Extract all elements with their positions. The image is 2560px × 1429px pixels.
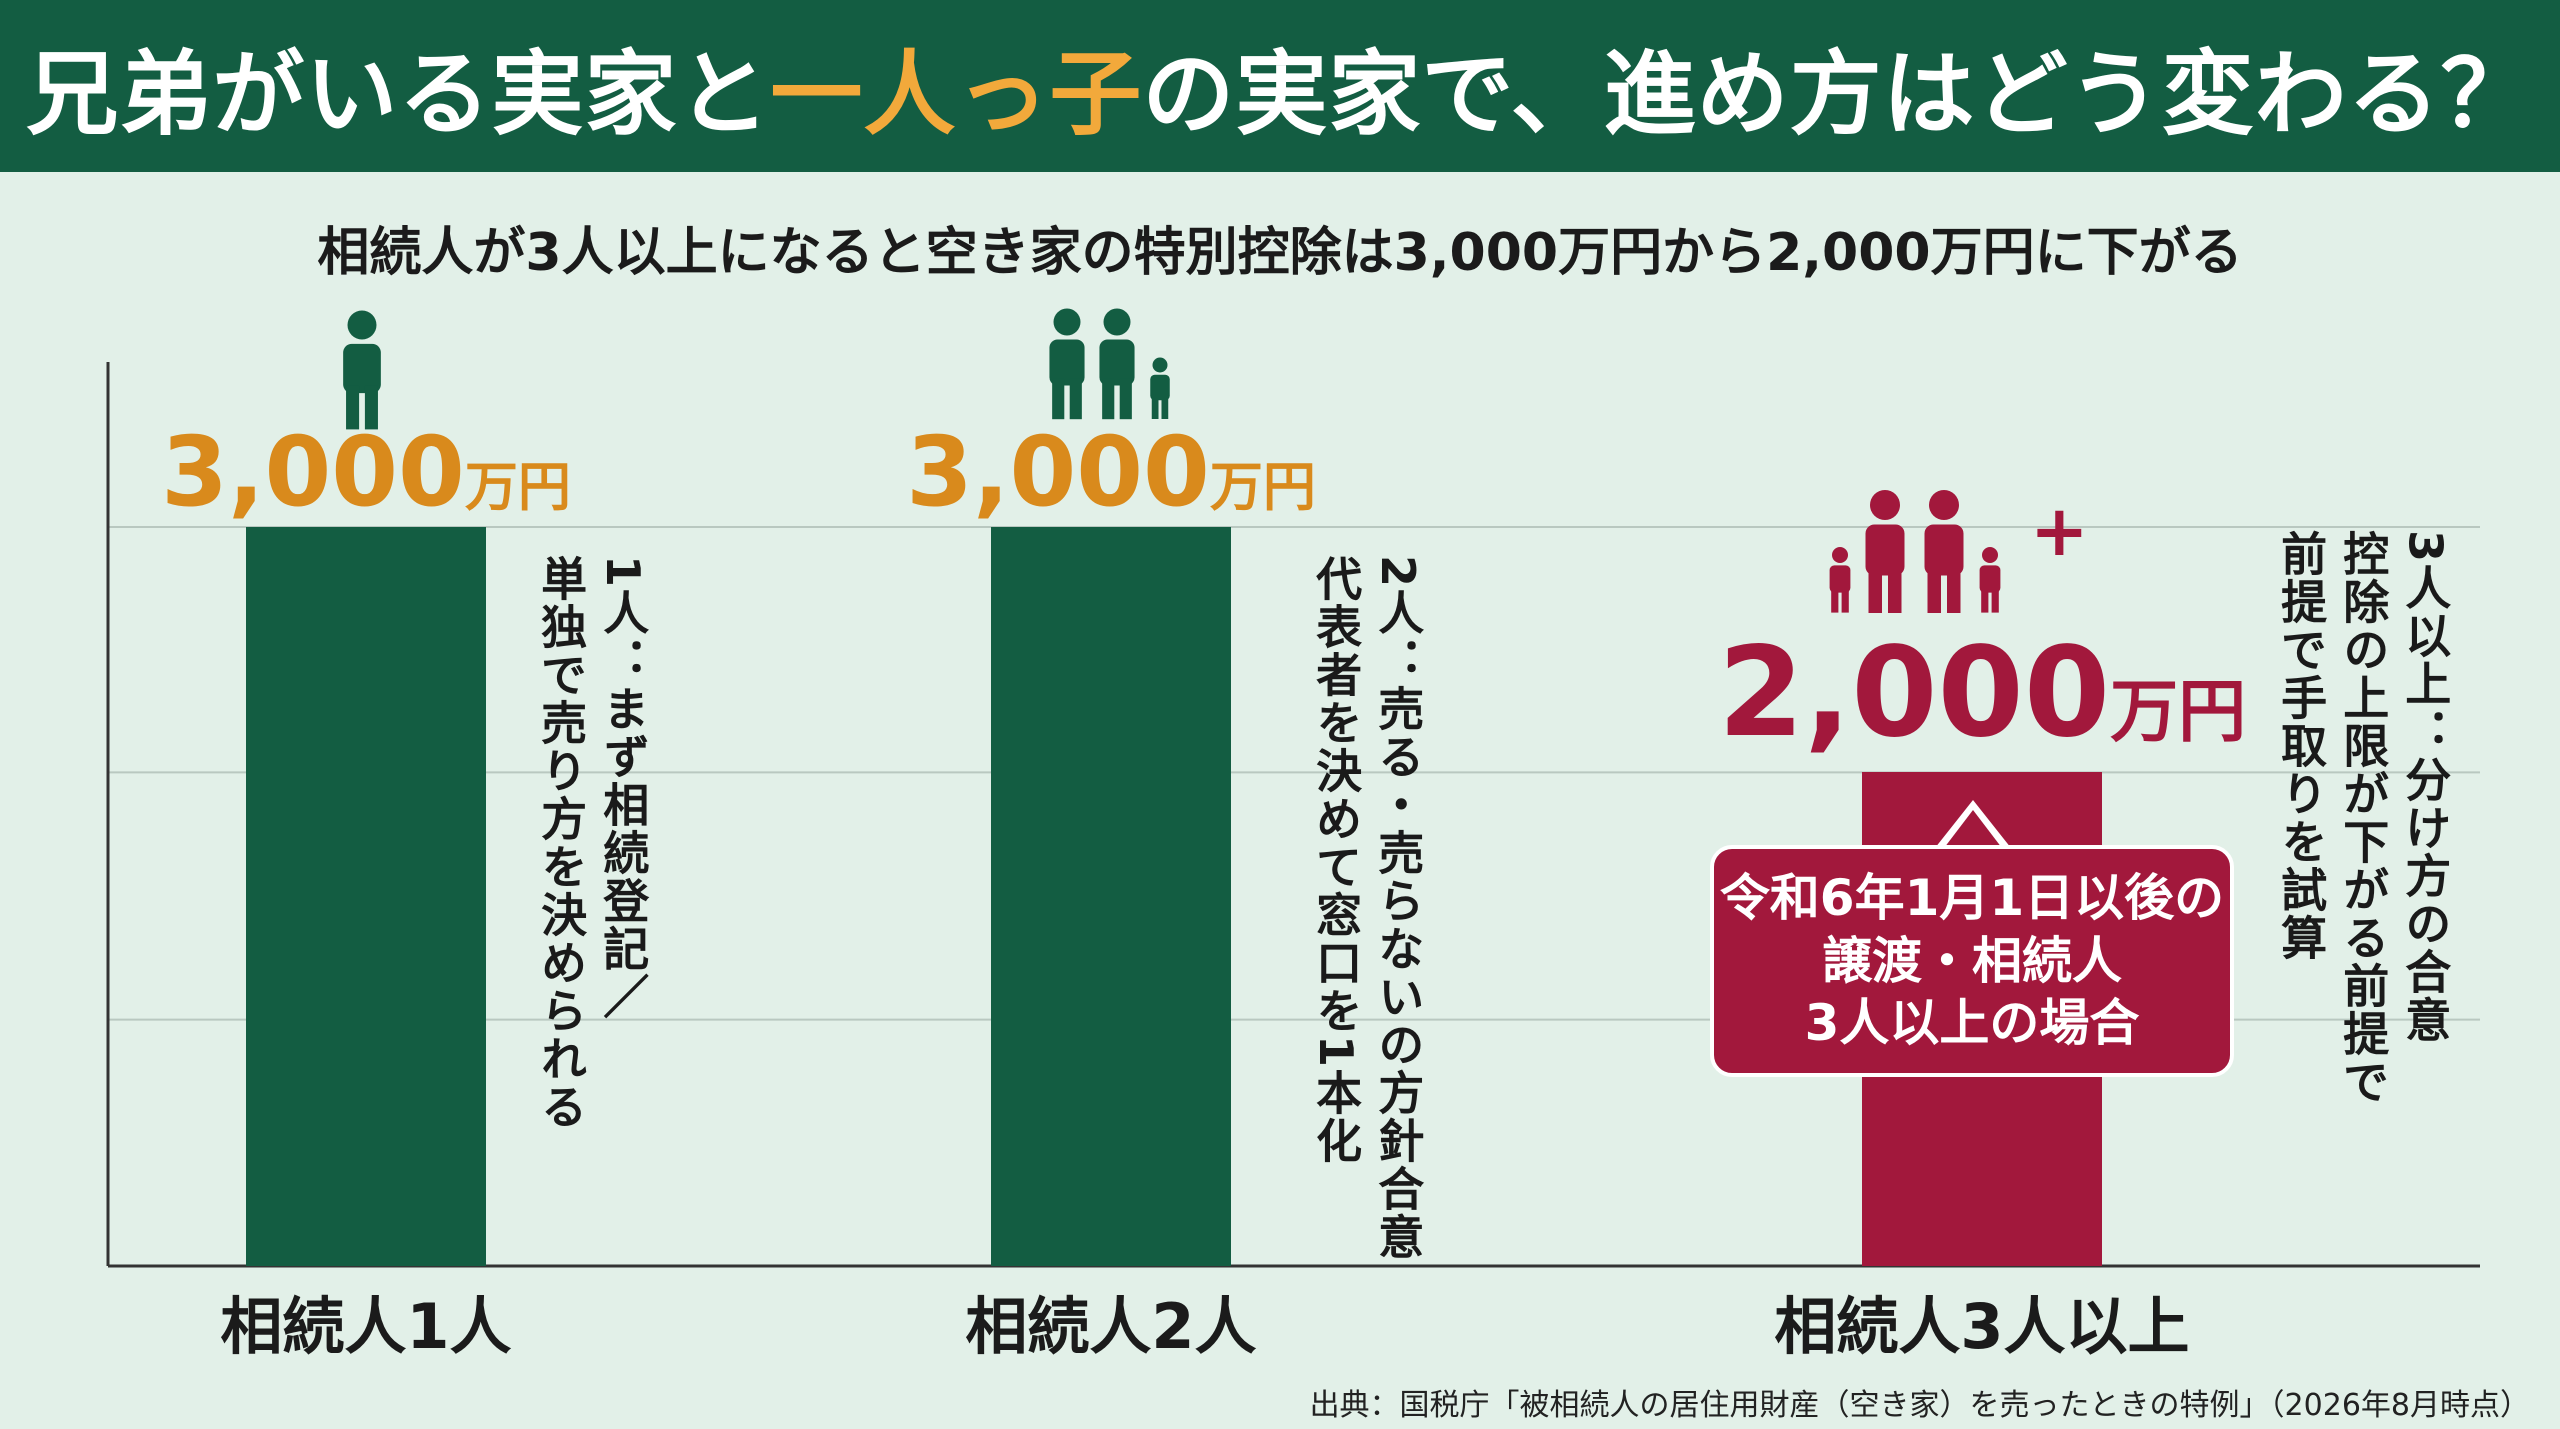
category-label-2: 相続人2人 — [965, 1290, 1256, 1363]
callout-line-1: 令和6年1月1日以後の — [1719, 869, 2225, 928]
note-three-line-2: 控除の上限が下がる前提で — [2336, 530, 2391, 1106]
note-one-line-2: 単独で売り方を決められる — [534, 555, 589, 1131]
value-label-number: 3,000 — [906, 416, 1210, 528]
plus-icon: + — [2030, 490, 2089, 572]
title-prefix: 兄弟がいる実家と — [26, 40, 771, 148]
callout-line-3: 3人以上の場合 — [1804, 994, 2140, 1053]
family-plus-child-icon — [1829, 547, 1851, 613]
note-one-line-1: 1人：まず相続登記／ — [596, 555, 651, 1022]
bar-2 — [991, 527, 1231, 1266]
value-label-unit: 万円 — [1210, 457, 1316, 518]
note-two-heirs: 2人：売る・売らないの方針合意 代表者を決めて窓口を1本化 — [1305, 555, 1429, 1261]
family-adult-icon — [1099, 308, 1135, 420]
callout-line-2: 譲渡・相続人 — [1822, 931, 2122, 990]
title-highlight: 一人っ子 — [770, 40, 1143, 148]
note-two-line-2: 代表者を決めて窓口を1本化 — [1309, 555, 1364, 1166]
bar-1 — [246, 527, 486, 1266]
family-plus-adult-icon — [1924, 490, 1964, 613]
value-label-3: 2,000万円 — [1718, 621, 2246, 765]
value-label-number: 3,000 — [161, 416, 465, 528]
note-two-line-1: 2人：売る・売らないの方針合意 — [1371, 555, 1426, 1262]
page-title: 兄弟がいる実家と一人っ子の実家で、進め方はどう変わる？ — [26, 20, 2533, 153]
family-adult-icon — [1049, 308, 1085, 420]
note-one-heir: 1人：まず相続登記／ 単独で売り方を決められる — [530, 555, 654, 1131]
value-label-unit: 万円 — [465, 457, 571, 518]
family-plus-child-icon — [1979, 547, 2001, 613]
header-banner: 兄弟がいる実家と一人っ子の実家で、進め方はどう変わる？ — [0, 0, 2560, 172]
category-label-3: 相続人3人以上 — [1774, 1290, 2189, 1363]
title-suffix: の実家で、進め方はどう変わる？ — [1142, 40, 2534, 148]
category-label-1: 相続人1人 — [220, 1290, 511, 1363]
note-three-heirs: 3人以上：分け方の合意 控除の上限が下がる前提で 前提で手取りを試算 — [2270, 530, 2456, 1106]
family-plus-adult-icon — [1865, 490, 1905, 613]
family-child-icon — [1150, 357, 1170, 419]
person-icon — [343, 310, 381, 430]
value-label-2: 3,000万円 — [906, 416, 1316, 528]
note-three-line-3: 前提で手取りを試算 — [2274, 530, 2329, 962]
date-callout: 令和6年1月1日以後の 譲渡・相続人 3人以上の場合 — [1710, 845, 2234, 1077]
value-label-1: 3,000万円 — [161, 416, 571, 528]
value-label-unit: 万円 — [2110, 673, 2246, 752]
source-note: 出典：国税庁「被相続人の居住用財産（空き家）を売ったときの特例」（2026年8月… — [1309, 1388, 2530, 1423]
note-three-line-1: 3人以上：分け方の合意 — [2398, 530, 2453, 1045]
chart-subtitle: 相続人が3人以上になると空き家の特別控除は3,000万円から2,000万円に下が… — [317, 223, 2243, 283]
value-label-number: 2,000 — [1718, 621, 2110, 765]
